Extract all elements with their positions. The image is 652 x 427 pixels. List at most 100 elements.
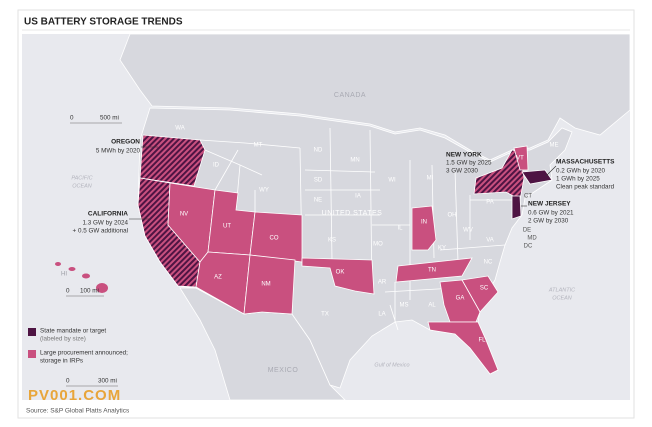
state-label: MS — [400, 303, 409, 309]
hawaii — [55, 262, 108, 293]
state-label: WV — [463, 228, 473, 234]
legend-label: State mandate or target — [40, 328, 106, 335]
hawaii-island — [68, 267, 76, 271]
state-label: OH — [448, 213, 457, 219]
scale-label: 300 mi — [98, 378, 117, 385]
state-label: KY — [438, 246, 446, 252]
annotation-text: 5 MWh by 2020 — [96, 148, 141, 155]
new-york — [473, 149, 525, 201]
annotation-title: MASSACHUSETTS — [556, 159, 615, 166]
legend: State mandate or target (labeled by size… — [28, 328, 128, 365]
state-label: SC — [480, 286, 489, 292]
legend-label: (labeled by size) — [40, 336, 86, 343]
annotation-text: 1 GWh by 2025 — [556, 176, 600, 183]
legend-label: storage in IRPs — [40, 358, 83, 365]
geo-label: UNITED STATES — [322, 210, 383, 217]
geo-label: MEXICO — [268, 367, 299, 374]
state-label: VA — [486, 238, 494, 244]
geo-label: HI — [61, 272, 67, 278]
oregon — [139, 134, 206, 187]
hawaii-island — [55, 262, 61, 266]
annotation-title: CALIFORNIA — [88, 211, 128, 218]
state-label: ND — [314, 148, 323, 154]
state-label: WA — [175, 126, 184, 132]
state-label: MD — [527, 236, 537, 242]
scale-label: 100 mi — [80, 288, 99, 295]
scale-label: 0 — [66, 378, 70, 385]
state-label: AZ — [214, 275, 222, 281]
state-label: NE — [314, 198, 322, 204]
state-label: KS — [328, 238, 336, 244]
state-label: TX — [321, 312, 329, 318]
state-label: DE — [523, 228, 531, 234]
state-label: MO — [373, 242, 383, 248]
state-label: VT — [516, 156, 524, 162]
annotation-title: NEW YORK — [446, 152, 482, 159]
state-label: NM — [261, 282, 270, 288]
state-label: WI — [388, 178, 396, 184]
state-label: UT — [223, 224, 231, 230]
hawaii-island — [82, 273, 90, 279]
annotation-title: OREGON — [111, 139, 140, 146]
canada — [119, 33, 631, 161]
state-label: MN — [350, 158, 359, 164]
annotation-text: 1.3 GW by 2024 — [82, 220, 128, 227]
tennessee — [395, 257, 473, 283]
state-label: ME — [550, 143, 559, 149]
geo-label: PACIFIC — [71, 175, 92, 181]
annotation-text: 2 GW by 2030 — [528, 218, 569, 225]
geo-label: ATLANTIC — [548, 287, 575, 293]
state-label: SD — [314, 178, 323, 184]
state-label: AL — [428, 303, 436, 309]
hawaii-island — [96, 283, 108, 293]
state-labels: WA MT ND MN WI MI ID WY SD NE IA IL IN O… — [175, 126, 558, 344]
indiana — [411, 205, 437, 251]
legend-label: Large procurement announced; — [40, 350, 128, 357]
scale-bars: 0 500 mi 0 100 mi 0 300 mi — [66, 115, 122, 387]
state-label: CO — [270, 236, 279, 242]
state-label: OK — [336, 270, 345, 276]
scale-label: 0 — [66, 288, 70, 295]
florida — [427, 321, 499, 375]
geo-label: OCEAN — [552, 295, 572, 301]
scale-label: 0 — [70, 115, 74, 122]
new-mexico — [243, 254, 296, 315]
vermont — [513, 145, 529, 171]
annotation-text: + 0.5 GW additional — [73, 228, 128, 235]
scale-label: 500 mi — [100, 115, 119, 122]
massachusetts — [521, 169, 553, 185]
legend-swatch — [28, 350, 36, 358]
state-label: IA — [355, 194, 361, 200]
geo-label: Gulf of Mexico — [374, 362, 409, 368]
state-label: WY — [259, 188, 269, 194]
leader-line — [545, 165, 557, 177]
annotation-text: Clean peak standard — [556, 184, 615, 191]
state-label: PA — [486, 200, 494, 206]
state-label: IL — [397, 226, 403, 232]
new-jersey — [511, 195, 522, 220]
annotation-text: 3 GW 2030 — [446, 168, 478, 175]
state-label: LA — [378, 312, 385, 318]
state-label: MT — [254, 143, 263, 149]
state-label: NC — [484, 260, 493, 266]
geo-label: OCEAN — [72, 183, 92, 189]
state-label: MI — [427, 176, 434, 182]
annotation-text: 1.5 GW by 2025 — [446, 160, 492, 167]
arizona — [195, 251, 251, 315]
geo-label: CANADA — [334, 92, 366, 99]
state-label: TN — [428, 268, 436, 274]
state-label: NV — [180, 212, 188, 218]
title: US BATTERY STORAGE TRENDS — [24, 17, 183, 28]
annotation-title: NEW JERSEY — [528, 201, 571, 208]
state-label: CT — [524, 194, 532, 200]
oklahoma — [301, 257, 375, 295]
annotation-text: 0.6 GW by 2021 — [528, 210, 574, 217]
annotation-text: 0.2 GWh by 2020 — [556, 168, 606, 175]
state-label: ID — [213, 163, 220, 169]
state-label: IN — [421, 220, 427, 226]
source: Source: S&P Global Platts Analytics — [26, 408, 130, 415]
watermark: PV001.COM — [28, 387, 121, 404]
state-label: DC — [524, 244, 533, 250]
state-label: GA — [456, 296, 465, 302]
